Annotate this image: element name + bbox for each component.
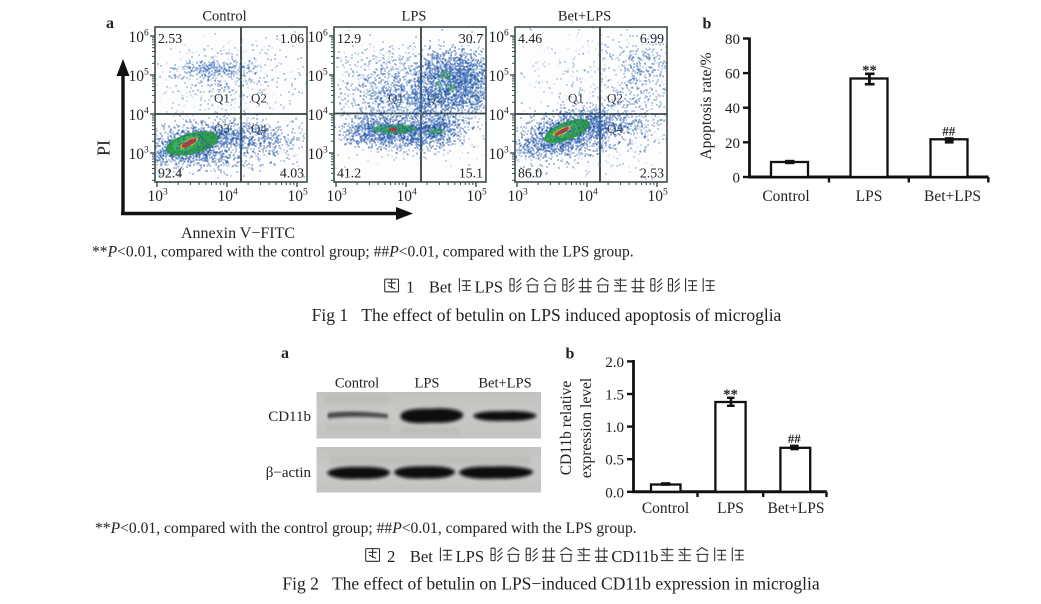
svg-text:106: 106 [489, 29, 510, 47]
svg-text:104: 104 [308, 107, 329, 125]
svg-text:Apoptosis rate/%: Apoptosis rate/% [698, 52, 715, 159]
svg-text:40: 40 [725, 101, 740, 117]
svg-text:104: 104 [397, 188, 418, 206]
svg-text:6.99: 6.99 [640, 31, 664, 46]
svg-text:105: 105 [129, 68, 150, 86]
svg-text:80: 80 [725, 32, 740, 48]
svg-text:Control: Control [762, 188, 809, 205]
svg-text:2.53: 2.53 [158, 31, 182, 46]
svg-text:b: b [566, 346, 575, 363]
svg-text:Fig 2 The effect of betulin: Fig 2 The effect of betulin on LPS−induc… [282, 574, 819, 594]
svg-text:92.4: 92.4 [158, 166, 182, 181]
svg-text:0.0: 0.0 [605, 485, 624, 501]
svg-text:Q2: Q2 [607, 91, 623, 106]
svg-text:a: a [281, 345, 289, 362]
svg-text:103: 103 [148, 188, 169, 206]
svg-text:LPS: LPS [415, 376, 440, 392]
svg-text:104: 104 [129, 107, 150, 125]
svg-text:105: 105 [489, 68, 510, 86]
svg-text:Bet: Bet [410, 547, 433, 566]
svg-text:103: 103 [489, 146, 510, 164]
svg-text:103: 103 [508, 188, 529, 206]
svg-text:CD11b relative: CD11b relative [558, 381, 575, 476]
svg-text:1: 1 [406, 278, 414, 297]
svg-text:2: 2 [387, 547, 395, 566]
svg-text:103: 103 [327, 188, 348, 206]
svg-text:2.53: 2.53 [640, 166, 664, 181]
svg-text:LPS: LPS [475, 278, 503, 297]
svg-text:Control: Control [335, 376, 379, 392]
svg-text:**P<0.01, compared with the co: **P<0.01, compared with the control grou… [92, 244, 634, 261]
svg-text:Bet+LPS: Bet+LPS [924, 188, 981, 205]
svg-text:Q2: Q2 [251, 91, 267, 106]
svg-text:expression level: expression level [578, 378, 595, 478]
svg-text:LPS: LPS [402, 9, 427, 25]
svg-text:CD11b: CD11b [611, 547, 658, 566]
svg-text:Bet+LPS: Bet+LPS [478, 376, 531, 392]
svg-text:30.7: 30.7 [459, 31, 483, 46]
svg-text:1.5: 1.5 [605, 388, 624, 404]
svg-text:104: 104 [489, 107, 510, 125]
svg-text:105: 105 [288, 188, 309, 206]
svg-text:4.46: 4.46 [518, 31, 542, 46]
svg-text:LPS: LPS [856, 188, 883, 205]
svg-text:2.0: 2.0 [605, 355, 624, 371]
svg-text:105: 105 [308, 68, 329, 86]
svg-text:12.9: 12.9 [337, 31, 361, 46]
svg-text:104: 104 [218, 188, 239, 206]
svg-text:Control: Control [642, 500, 689, 517]
svg-text:b: b [703, 16, 712, 33]
svg-text:Bet: Bet [429, 278, 452, 297]
svg-text:LPS: LPS [456, 547, 484, 566]
svg-text:106: 106 [308, 29, 329, 47]
svg-text:Q1: Q1 [214, 91, 230, 106]
svg-text:105: 105 [648, 188, 669, 206]
svg-text:CD11b: CD11b [268, 409, 311, 425]
svg-text:LPS: LPS [717, 500, 744, 517]
svg-text:4.03: 4.03 [280, 166, 304, 181]
svg-text:60: 60 [725, 67, 740, 83]
svg-text:a: a [106, 15, 114, 32]
svg-text:1.0: 1.0 [605, 420, 624, 436]
svg-text:##: ## [942, 123, 956, 138]
svg-text:Fig 1 The effect of betulin: Fig 1 The effect of betulin on LPS induc… [312, 305, 782, 325]
svg-text:Annexin V−FITC: Annexin V−FITC [181, 225, 295, 242]
svg-text:Control: Control [202, 9, 246, 25]
svg-text:103: 103 [308, 146, 329, 164]
svg-text:**: ** [862, 63, 877, 79]
svg-text:β−actin: β−actin [266, 465, 312, 481]
svg-text:Bet+LPS: Bet+LPS [558, 9, 611, 25]
svg-text:**P<0.01, compared with the co: **P<0.01, compared with the control grou… [95, 520, 637, 537]
svg-text:0: 0 [733, 171, 741, 187]
svg-text:##: ## [788, 431, 802, 446]
svg-text:105: 105 [467, 188, 488, 206]
svg-text:15.1: 15.1 [459, 166, 483, 181]
svg-text:Bet+LPS: Bet+LPS [768, 500, 825, 517]
svg-text:104: 104 [578, 188, 599, 206]
svg-text:1.06: 1.06 [280, 31, 304, 46]
svg-text:**: ** [723, 387, 738, 403]
svg-text:0.5: 0.5 [605, 453, 624, 469]
svg-text:PI: PI [94, 140, 114, 156]
svg-text:103: 103 [129, 146, 150, 164]
svg-text:41.2: 41.2 [337, 166, 361, 181]
svg-text:20: 20 [725, 136, 740, 152]
svg-text:106: 106 [129, 29, 150, 47]
